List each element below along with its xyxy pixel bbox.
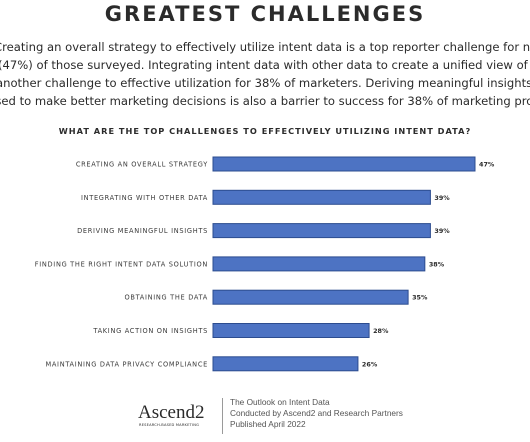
- category-label: MAINTAINING DATA PRIVACY COMPLIANCE: [45, 360, 208, 368]
- value-label: 28%: [373, 327, 389, 335]
- value-label: 35%: [412, 294, 428, 302]
- category-label: DERIVING MEANINGFUL INSIGHTS: [77, 227, 208, 235]
- value-label: 38%: [429, 260, 445, 268]
- value-label: 26%: [362, 360, 378, 368]
- intro-paragraph: Creating an overall strategy to effectiv…: [0, 38, 530, 110]
- logo-text: Ascend2: [138, 402, 204, 423]
- ascend2-logo: Ascend2 RESEARCH-BASED MARKETING: [138, 402, 204, 427]
- category-label: OBTAINING THE DATA: [124, 294, 208, 302]
- category-label: FINDING THE RIGHT INTENT DATA SOLUTION: [35, 260, 208, 268]
- intro-line: Creating an overall strategy to effectiv…: [0, 40, 530, 54]
- footer-divider: [222, 398, 223, 434]
- footer-credits: The Outlook on Intent Data Conducted by …: [230, 397, 403, 430]
- bar: [212, 323, 370, 338]
- bar-chart: CREATING AN OVERALL STRATEGY 47% INTEGRATI…: [35, 156, 495, 372]
- category-label: CREATING AN OVERALL STRATEGY: [76, 161, 208, 169]
- bar: [212, 256, 426, 272]
- category-label: TAKING ACTION ON INSIGHTS: [92, 327, 208, 335]
- bar: [212, 356, 359, 372]
- logo-tagline: RESEARCH-BASED MARKETING: [139, 423, 199, 427]
- chart-title: WHAT ARE THE TOP CHALLENGES TO EFFECTIVE…: [58, 126, 472, 136]
- footer-line: Published April 2022: [230, 419, 306, 429]
- intro-line: another challenge to effective utilizati…: [0, 76, 530, 90]
- intro-line: (47%) of those surveyed. Integrating int…: [0, 58, 530, 72]
- category-label: INTEGRATING WITH OTHER DATA: [81, 194, 208, 202]
- footer-line: Conducted by Ascend2 and Research Partne…: [230, 408, 403, 418]
- page-title: GREATEST CHALLENGES: [104, 2, 426, 26]
- value-label: 39%: [434, 227, 450, 235]
- bar: [212, 189, 431, 205]
- value-label: 39%: [434, 194, 450, 202]
- bar: [212, 223, 431, 239]
- intro-line: used to make better marketing decisions …: [0, 94, 530, 108]
- value-label: 47%: [479, 161, 495, 169]
- footer-line: The Outlook on Intent Data: [230, 397, 330, 407]
- bar: [212, 156, 476, 172]
- bar: [212, 289, 409, 305]
